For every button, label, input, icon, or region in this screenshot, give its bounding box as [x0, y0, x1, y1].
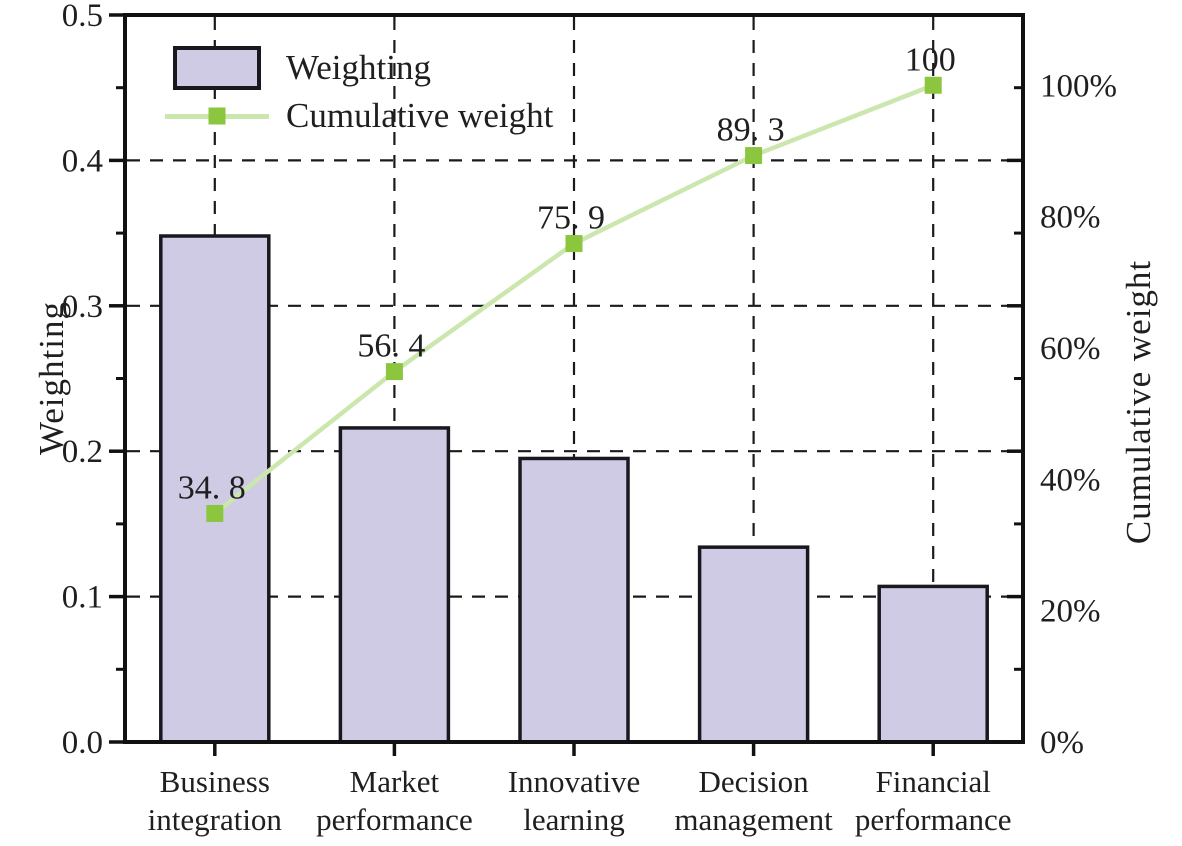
left-axis-tick-label: 0.0	[62, 725, 103, 761]
left-axis-tick-label: 0.5	[62, 0, 103, 34]
left-axis-tick-label: 0.3	[62, 289, 103, 325]
left-axis-tick-label: 0.4	[62, 143, 103, 179]
bar-swatch-icon	[173, 46, 261, 90]
left-axis-tick-label: 0.1	[62, 580, 103, 616]
cumulative-point-marker	[385, 363, 403, 381]
legend-item-cumulative-weight: Cumulative weight	[164, 94, 553, 138]
cumulative-point-label: 75. 9	[537, 200, 605, 237]
cumulative-point-marker	[565, 235, 583, 253]
cumulative-swatch-area	[164, 107, 270, 125]
weighting-bar	[518, 456, 630, 744]
right-axis-title: Cumulative weight	[1119, 259, 1158, 545]
cumulative-point-label: 56. 4	[357, 328, 425, 365]
cumulative-point-label: 34. 8	[178, 469, 246, 506]
category-label: Innovative learning	[508, 764, 641, 837]
cumulative-point-marker	[745, 147, 763, 165]
cumulative-point-label: 89. 3	[717, 112, 785, 149]
legend-label-cumulative-weight: Cumulative weight	[286, 96, 554, 135]
legend-label-weighting: Weighting	[286, 48, 431, 87]
weighting-bar	[877, 584, 989, 744]
legend: Weighting Cumulative weight	[164, 46, 553, 138]
legend-item-weighting: Weighting	[164, 46, 553, 90]
right-axis-tick-label: 60%	[1040, 331, 1101, 367]
right-axis-tick-label: 40%	[1040, 462, 1101, 498]
right-axis-tick-label: 100%	[1040, 68, 1117, 104]
category-label: Business integration	[148, 764, 283, 837]
left-axis-tick-label: 0.2	[62, 434, 103, 470]
line-swatch-icon	[165, 107, 269, 125]
cumulative-point-marker	[206, 504, 224, 522]
weighting-bar	[159, 234, 271, 744]
left-axis-title: Weighting	[32, 301, 71, 455]
right-axis-tick-label: 80%	[1040, 200, 1101, 236]
weighting-bar	[697, 545, 810, 744]
category-label: Decision management	[674, 764, 833, 837]
category-label: Market performance	[316, 764, 473, 837]
weighting-bar	[338, 426, 451, 744]
right-axis-tick-label: 0%	[1040, 725, 1084, 761]
cumulative-point-marker	[924, 76, 942, 94]
category-label: Financial performance	[855, 764, 1012, 837]
weighting-swatch-area	[164, 46, 270, 90]
cumulative-point-label: 100	[905, 41, 956, 78]
right-axis-tick-label: 20%	[1040, 594, 1101, 630]
line-marker-icon	[208, 107, 226, 125]
